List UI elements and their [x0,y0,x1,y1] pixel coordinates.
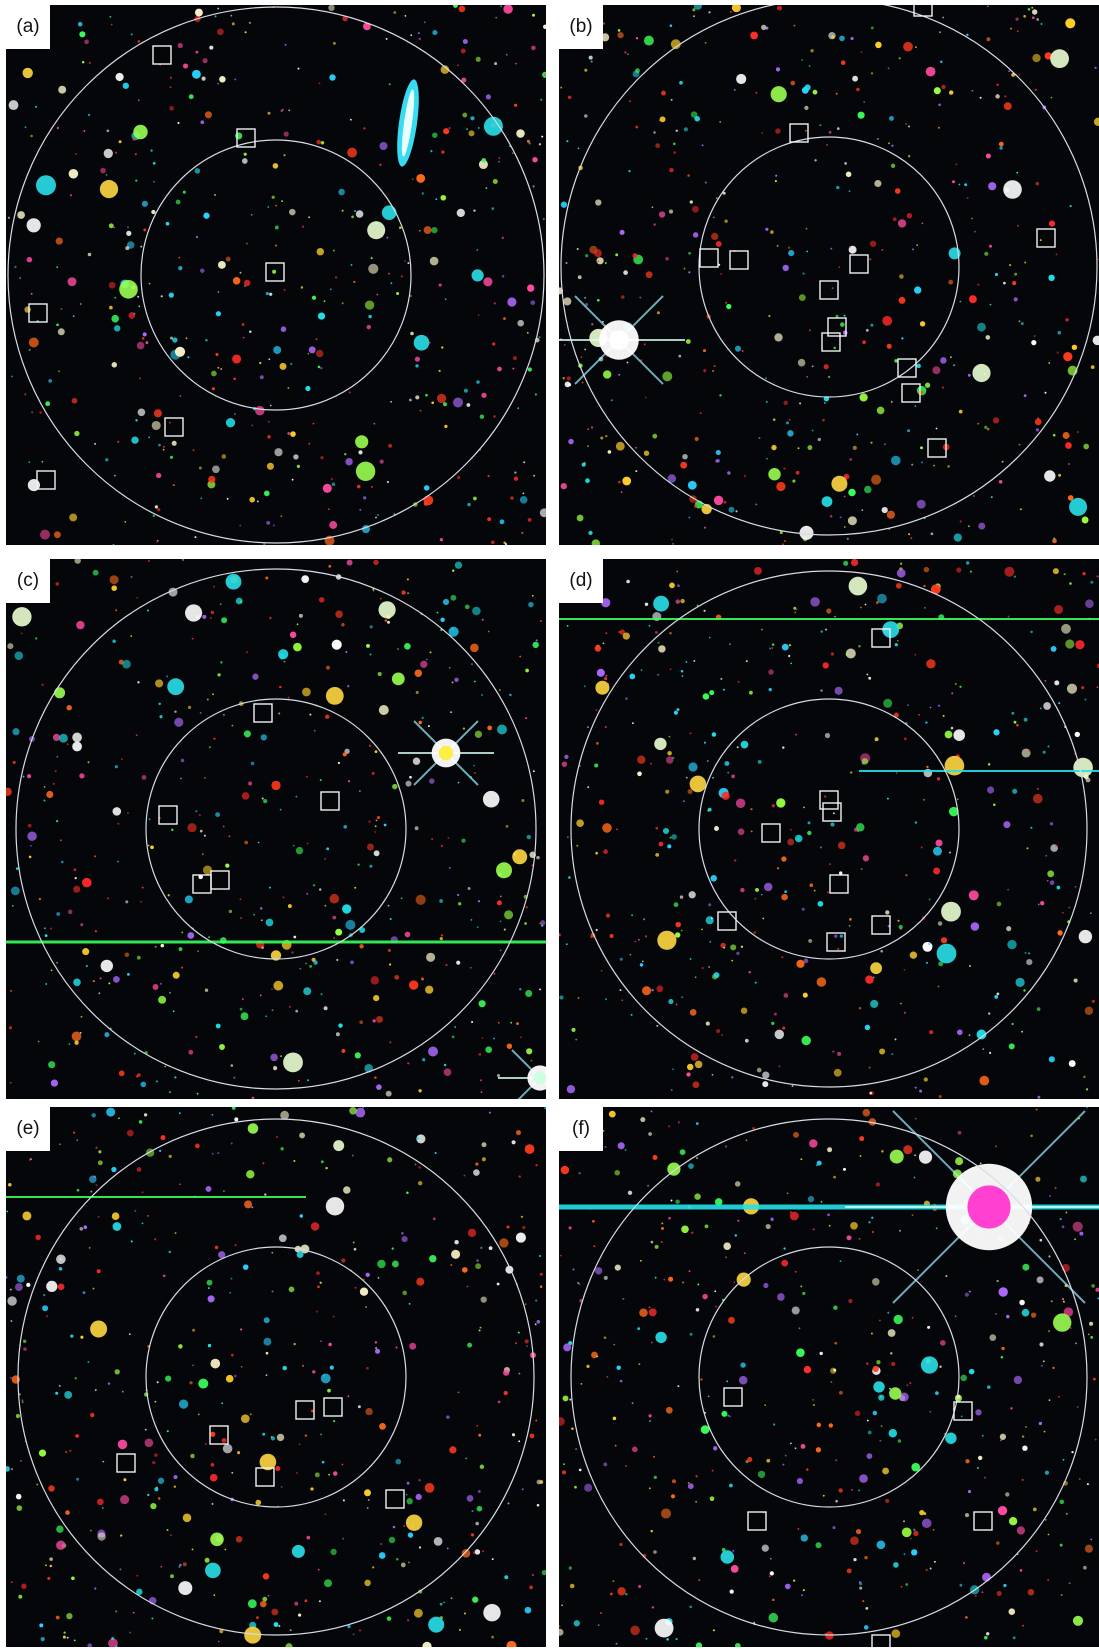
source-marker-box [295,1400,315,1420]
source-marker-box [323,1397,343,1417]
source-marker-box [826,932,846,952]
panel-label-f: (f) [559,1107,603,1151]
source-marker-box [829,874,849,894]
source-marker-box [158,805,178,825]
source-marker-box [729,250,749,270]
source-marker-box [901,383,921,403]
source-marker-box [717,911,737,931]
source-marker-box [821,332,841,352]
panel-a: (a) [6,5,546,545]
source-field [7,5,546,545]
source-marker-box [209,1425,229,1445]
sky-background [6,559,546,1099]
panel-e: (e) [6,1107,546,1647]
source-marker-box [723,1387,743,1407]
inner-radius-circle [698,698,960,960]
source-marker-box [897,358,917,378]
panel-d: (d) [559,559,1099,1099]
outer-radius-circle [17,1118,535,1636]
sky-background [559,559,1099,1099]
inner-radius-circle [698,1246,960,1508]
sky-background [559,5,1099,545]
source-field [6,559,546,1099]
outer-radius-circle [15,568,537,1090]
inner-radius-circle [145,698,407,960]
panel-f: (f) [559,1107,1099,1647]
sky-field-image-a [6,5,546,545]
source-marker-box [927,438,947,458]
bright-star [398,720,494,786]
sky-field-image-e [6,1107,546,1647]
source-marker-box [789,123,809,143]
panel-label-e: (e) [6,1107,50,1151]
source-marker-box [210,870,230,890]
sky-field-image-b [559,5,1099,545]
source-marker-box [822,802,842,822]
source-marker-box [699,248,719,268]
sky-field-image-d [559,559,1099,1099]
source-marker-box [255,1467,275,1487]
outer-radius-circle [570,570,1088,1088]
source-marker-box [116,1453,136,1473]
panel-label-d: (d) [559,559,603,603]
source-marker-box [849,254,869,274]
source-marker-box [265,262,285,282]
outer-radius-circle [7,6,545,544]
source-marker-box [973,1511,993,1531]
sky-background [6,1107,546,1647]
source-marker-box [747,1511,767,1531]
source-field [6,1107,546,1647]
source-marker-box [953,1401,973,1421]
sky-field-image-f [559,1107,1099,1647]
source-marker-box [1036,228,1056,248]
inner-radius-circle [145,1246,407,1508]
outer-radius-circle [560,5,1098,536]
source-marker-box [871,915,891,935]
bright-star [498,1049,546,1099]
panel-label-c: (c) [6,559,50,603]
source-marker-box [819,790,839,810]
source-marker-box [164,417,184,437]
bright-star [559,295,685,385]
source-marker-box [871,1634,891,1647]
source-marker-box [152,45,172,65]
source-marker-box [28,303,48,323]
source-marker-box [761,823,781,843]
sky-field-image-c [6,559,546,1099]
panel-label-b: (b) [559,5,603,49]
source-marker-box [253,703,273,723]
source-marker-box [36,470,56,490]
bright-star [845,1110,1099,1304]
outer-radius-circle [570,1118,1088,1636]
source-marker-box [236,128,256,148]
panel-b: (b) [559,5,1099,545]
inner-radius-circle [140,139,412,411]
source-marker-box [871,628,891,648]
sky-background [6,5,546,545]
panel-c: (c) [6,559,546,1099]
panel-label-a: (a) [6,5,50,49]
source-field [559,559,1099,1099]
source-marker-box [385,1489,405,1509]
source-marker-box [320,791,340,811]
source-marker-box [913,5,933,17]
source-marker-box [827,317,847,337]
source-field [559,5,1099,545]
inner-radius-circle [698,136,960,398]
source-marker-box [819,280,839,300]
